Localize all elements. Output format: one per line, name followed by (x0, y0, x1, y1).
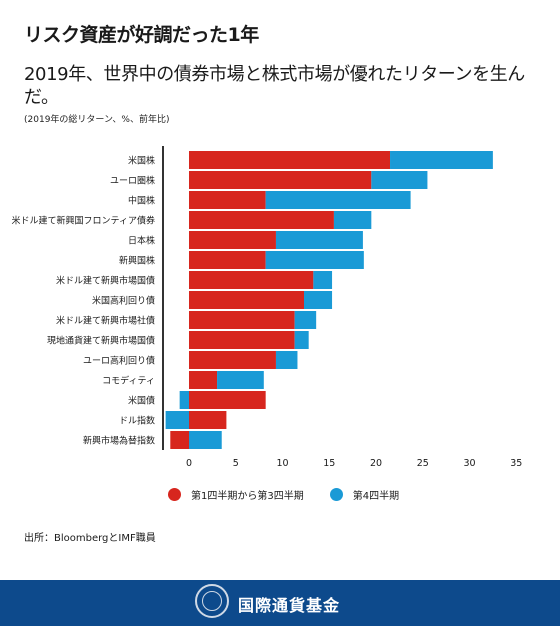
bar-q1q3 (189, 211, 334, 229)
category-label: 米ドル建て新興市場社債 (56, 315, 155, 327)
bar-q1q3 (189, 251, 266, 269)
bar-q4 (304, 291, 333, 309)
bar-q4 (179, 391, 189, 409)
x-tick-label: 20 (370, 458, 382, 469)
bar-q4 (189, 431, 222, 449)
bar-q4 (217, 371, 264, 389)
org-name: 国際通貨基金 (238, 596, 341, 615)
bar-q1q3 (189, 351, 276, 369)
bar-q1q3 (189, 231, 276, 249)
chart-subtitle: (2019年の総リターン、%、前年比) (24, 115, 170, 125)
imf-seal-logo (195, 584, 229, 618)
x-tick-label: 25 (417, 458, 429, 469)
bar-q1q3 (189, 311, 295, 329)
bar-q4 (265, 191, 411, 209)
bar-q1q3 (189, 371, 218, 389)
category-label: 中国株 (128, 195, 155, 207)
bar-q4 (265, 251, 364, 269)
category-label: ユーロ圏株 (110, 175, 155, 187)
category-label: 米国高利回り債 (92, 295, 155, 307)
bar-q4 (275, 351, 298, 369)
x-tick-label: 10 (276, 458, 288, 469)
bar-q4 (371, 171, 428, 189)
bar-q4 (294, 311, 317, 329)
category-label: ユーロ高利回り債 (83, 355, 155, 367)
category-label: 現地通貨建て新興市場国債 (47, 335, 155, 347)
source-note: 出所：BloombergとIMF職員 (24, 533, 156, 544)
category-label: 新興国株 (119, 255, 155, 267)
bar-q1q3 (189, 411, 227, 429)
category-label: 米国株 (128, 155, 155, 167)
returns-chart: 米国株ユーロ圏株中国株米ドル建て新興国フロンティア債券日本株新興国株米ドル建て新… (12, 146, 522, 469)
bar-q1q3 (189, 171, 372, 189)
bar-q4 (390, 151, 493, 169)
x-tick-label: 30 (463, 458, 475, 469)
bar-q4 (275, 231, 363, 249)
bar-q1q3 (170, 431, 189, 449)
category-label: 日本株 (128, 235, 155, 247)
bar-q1q3 (189, 271, 314, 289)
bar-q1q3 (189, 151, 391, 169)
chart-title: 2019年、世界中の債券市場と株式市場が優れたリターンを生んだ。 (24, 64, 525, 108)
bar-q1q3 (189, 331, 295, 349)
category-label: 米国債 (128, 395, 155, 407)
category-label: ドル指数 (119, 415, 155, 427)
chart-headline: リスク資産が好調だった1年 (24, 24, 259, 46)
bar-q4 (294, 331, 309, 349)
x-tick-label: 35 (510, 458, 522, 469)
bar-q1q3 (189, 291, 305, 309)
category-label: 米ドル建て新興市場国債 (56, 275, 155, 287)
category-label: コモディティ (102, 375, 155, 387)
bar-q4 (313, 271, 333, 289)
x-tick-label: 15 (323, 458, 335, 469)
category-label: 新興市場為替指数 (83, 435, 155, 447)
legend-label-q4: 第4四半期 (352, 491, 400, 502)
bar-q1q3 (189, 191, 266, 209)
bar-q4 (165, 411, 189, 429)
legend-item-q1q3: 第1四半期から第3四半期 (168, 487, 304, 502)
x-tick-label: 0 (186, 458, 192, 469)
legend-swatch-q1q3 (168, 488, 181, 501)
x-tick-label: 5 (233, 458, 239, 469)
bar-q4 (333, 211, 372, 229)
legend-swatch-q4 (329, 488, 343, 501)
footer-banner: 国際通貨基金 (0, 580, 560, 626)
legend-label-q1q3: 第1四半期から第3四半期 (191, 491, 304, 502)
category-label: 米ドル建て新興国フロンティア債券 (12, 215, 155, 227)
legend-item-q4: 第4四半期 (329, 487, 400, 502)
legend: 第1四半期から第3四半期 第4四半期 (168, 487, 425, 502)
bar-q1q3 (189, 391, 266, 409)
